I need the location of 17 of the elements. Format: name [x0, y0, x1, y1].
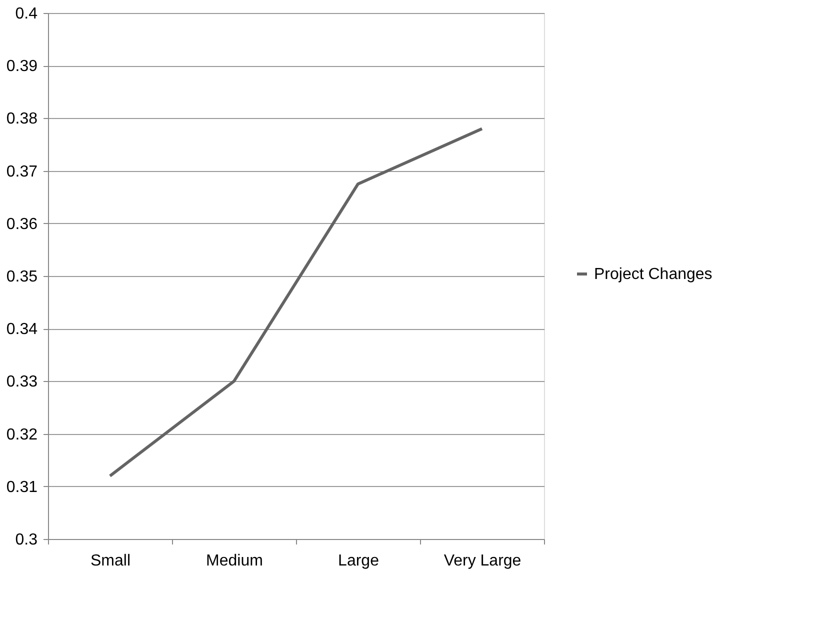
y-tick-label: 0.31 [6, 478, 38, 496]
line-series [108, 127, 484, 478]
legend-label: Project Changes [594, 266, 712, 283]
x-tick-label: Very Large [444, 552, 522, 570]
x-tick-label: Large [338, 552, 380, 570]
x-tick-label: Medium [206, 552, 263, 570]
y-tick-label: 0.33 [6, 374, 38, 391]
y-tick-label: 0.36 [6, 216, 38, 233]
y-tick-label: 0.34 [6, 321, 38, 338]
y-tick-label: 0.4 [15, 6, 38, 22]
y-tick-label: 0.35 [6, 268, 38, 286]
y-tick-label: 0.32 [6, 426, 38, 444]
y-tick-label: 0.38 [6, 110, 38, 128]
y-tick-label: 0.39 [6, 58, 38, 76]
x-tick-label: Small [90, 552, 131, 570]
y-tick-label: 0.3 [15, 532, 38, 548]
y-tick-label: 0.37 [6, 163, 38, 180]
